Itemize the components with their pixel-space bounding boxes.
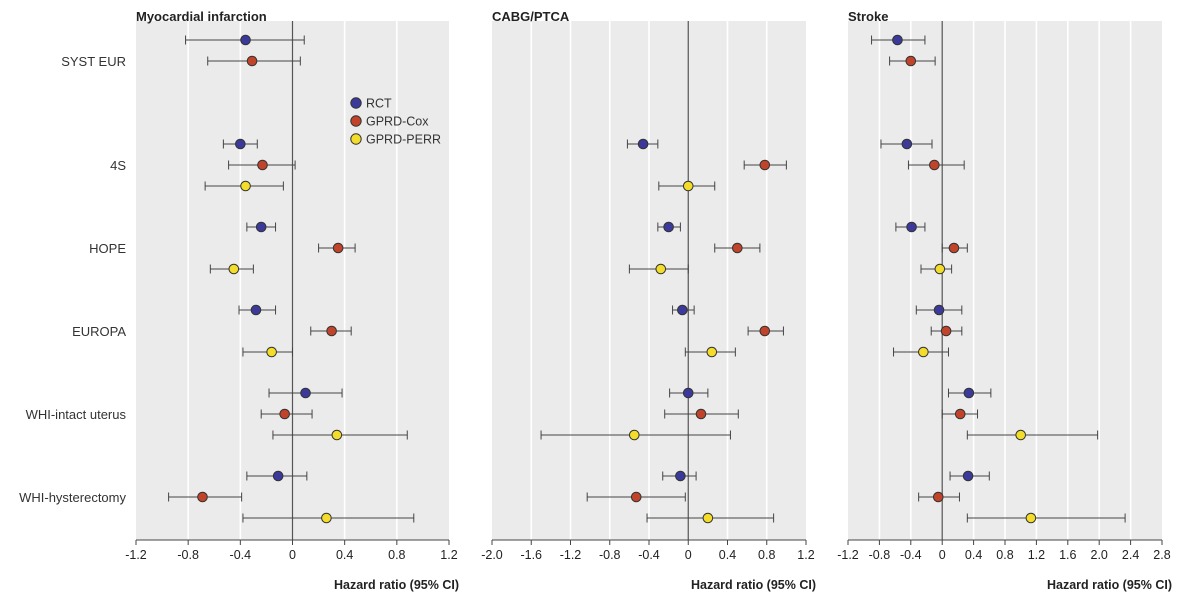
x-tick-label: 2.4 [1122,548,1139,562]
x-tick-label: -1.6 [520,548,542,562]
panel-myocardial-infarction: -1.2 -0.8 -0.4 0 0.4 0.8 1.2 Myocardial infarct… [19,9,459,592]
row-label-whi-hysterectomy: WHI-hysterectomy [19,490,126,505]
point-estimate-rct [250,304,262,316]
point-estimate-rct [255,221,267,233]
point-estimate-rct [963,387,975,399]
point-estimate-gprd-cox [279,408,290,420]
x-tick-label: 0 [685,548,692,562]
x-tick-label: -1.2 [125,548,147,562]
x-tick-label: -2.0 [481,548,503,562]
x-tick-label: -0.4 [230,548,252,562]
point-estimate-rct [235,138,246,150]
x-tick-label: 0 [289,548,296,562]
point-estimate-rct [682,387,694,399]
x-tick-label: -0.8 [599,548,621,562]
point-estimate-gprd-cox [759,325,771,337]
panel-title: Myocardial infarction [136,9,267,24]
point-estimate-gprd-perr [1015,429,1027,441]
point-estimate-rct [906,221,917,233]
point-estimate-rct [300,387,311,399]
point-estimate-gprd-perr [266,346,277,358]
x-tick-label: 0.4 [965,548,982,562]
legend-marker-rct [350,97,362,109]
panel-title: Stroke [848,9,888,24]
point-estimate-gprd-perr [918,346,929,358]
legend-label-rct: RCT [366,97,392,111]
x-tick-label: 2.0 [1091,548,1108,562]
legend-marker-gprd-perr [350,133,362,145]
row-label-syst-eur: SYST EUR [61,54,126,69]
point-estimate-gprd-cox [326,325,337,337]
x-tick-label: -0.8 [177,548,199,562]
point-estimate-gprd-cox [932,491,944,503]
legend-marker-gprd-cox [350,115,362,127]
row-label-whi-intact-uterus: WHI-intact uterus [26,407,127,422]
panel-cabg-ptca: -2.0 -1.6 -1.2 -0.8 -0.4 0 0.4 0.8 1.2 CABG/PTCA H… [481,9,816,592]
point-estimate-gprd-perr [321,512,332,524]
x-tick-label: 0.8 [996,548,1013,562]
point-estimate-rct [663,221,674,233]
point-estimate-gprd-perr [331,429,343,441]
point-estimate-gprd-cox [905,55,917,67]
point-estimate-gprd-perr [240,180,251,192]
x-tick-label: 1.2 [440,548,457,562]
point-estimate-gprd-perr [628,429,640,441]
point-estimate-gprd-cox [929,159,940,171]
panel-title: CABG/PTCA [492,9,570,24]
row-label-hope: HOPE [89,241,126,256]
x-tick-label: 0.8 [388,548,405,562]
point-estimate-rct [272,470,284,482]
point-estimate-rct [677,304,688,316]
x-tick-label: -1.2 [837,548,859,562]
legend-label-gprd-cox: GPRD-Cox [366,115,429,129]
point-estimate-rct [901,138,913,150]
point-estimate-gprd-cox [940,325,952,337]
x-tick-label: 1.6 [1059,548,1076,562]
x-tick-label: -0.4 [638,548,660,562]
point-estimate-gprd-cox [948,242,960,254]
x-tick-label: 0.8 [758,548,775,562]
legend: RCT GPRD-Cox GPRD-PERR [350,97,441,147]
point-estimate-gprd-perr [655,263,667,275]
point-estimate-gprd-cox [257,159,268,171]
point-estimate-gprd-cox [695,408,707,420]
x-axis-label: Hazard ratio (95% CI) [691,578,816,592]
point-estimate-gprd-cox [630,491,642,503]
x-tick-label: 2.8 [1153,548,1170,562]
x-tick-label: -1.2 [560,548,582,562]
point-estimate-gprd-perr [682,180,694,192]
point-estimate-gprd-perr [934,263,946,275]
point-estimate-rct [240,34,251,46]
panel-stroke: -1.2 -0.8 -0.4 0 0.4 0.8 1.2 1.6 2.0 2.4 2.8 Stroke… [837,9,1172,592]
point-estimate-rct [933,304,945,316]
x-axis-label: Hazard ratio (95% CI) [334,578,459,592]
x-tick-label: -0.4 [900,548,922,562]
x-tick-label: 0 [939,548,946,562]
point-estimate-rct [637,138,649,150]
x-tick-label: 1.2 [1028,548,1045,562]
point-estimate-gprd-cox [197,491,208,503]
x-tick-label: 0.4 [719,548,736,562]
x-tick-label: 1.2 [797,548,814,562]
point-estimate-rct [962,470,974,482]
point-estimate-gprd-cox [246,55,258,67]
legend-label-gprd-perr: GPRD-PERR [366,133,441,147]
x-tick-label: -0.8 [869,548,891,562]
point-estimate-gprd-cox [954,408,966,420]
point-estimate-gprd-perr [706,346,718,358]
point-estimate-gprd-cox [732,242,743,254]
point-estimate-gprd-perr [702,512,714,524]
x-axis-label: Hazard ratio (95% CI) [1047,578,1172,592]
row-label-europa: EUROPA [72,324,126,339]
point-estimate-gprd-perr [228,263,240,275]
point-estimate-gprd-cox [759,159,771,171]
row-label-4s: 4S [110,158,126,173]
x-tick-label: 0.4 [336,548,353,562]
point-estimate-gprd-cox [332,242,344,254]
point-estimate-rct [892,34,903,46]
point-estimate-gprd-perr [1025,512,1037,524]
point-estimate-rct [675,470,686,482]
